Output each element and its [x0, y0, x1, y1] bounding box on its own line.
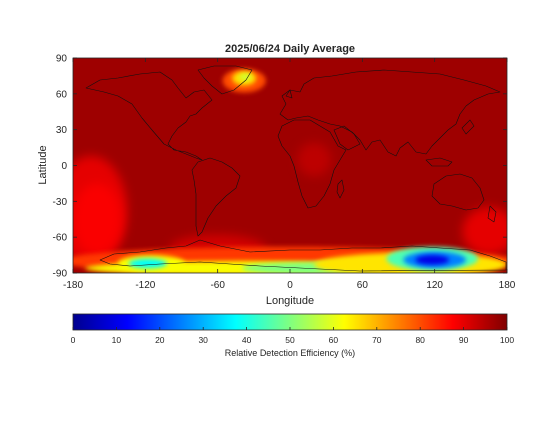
y-tick-label: 30	[56, 125, 68, 136]
x-tick-label: -60	[210, 280, 225, 291]
y-tick-label: 60	[56, 89, 68, 100]
heatmap-feature-16	[239, 73, 252, 81]
colorbar-tick-label: 30	[198, 335, 208, 345]
colorbar-tick-label: 60	[329, 335, 339, 345]
x-tick-label: -180	[63, 280, 83, 291]
colorbar-tick-label: 40	[242, 335, 252, 345]
colorbar-tick-label: 70	[372, 335, 382, 345]
y-tick-label: -30	[53, 197, 68, 208]
x-tick-label: -120	[135, 280, 155, 291]
y-axis-ticks: 90 60 30 0 -30 -60 -90	[53, 54, 507, 280]
colorbar-ticks: 0 10 20 30 40 50 60 70 80 90 100	[71, 327, 514, 345]
colorbar-tick-label: 80	[415, 335, 425, 345]
heatmap-feature-13	[415, 255, 450, 265]
chart-title: 2025/06/24 Daily Average	[225, 43, 355, 55]
coastlines	[85, 65, 507, 272]
heatmap-feature-10	[128, 258, 168, 269]
colorbar-label: Relative Detection Efficiency (%)	[225, 348, 355, 358]
y-axis-label: Latitude	[37, 145, 49, 184]
x-tick-label: 180	[499, 280, 516, 291]
x-tick-label: 60	[357, 280, 369, 291]
y-tick-label: 0	[61, 161, 67, 172]
x-axis-label: Longitude	[266, 295, 314, 307]
heatmap-feature-1	[73, 183, 122, 256]
colorbar-tick-label: 100	[500, 335, 514, 345]
colorbar-tick-label: 90	[459, 335, 469, 345]
heatmap-feature-3	[462, 207, 507, 256]
y-tick-label: -90	[53, 269, 68, 280]
heatmap-feature-4	[297, 142, 331, 177]
colorbar-tick-label: 50	[285, 335, 295, 345]
x-tick-label: 120	[426, 280, 443, 291]
y-tick-label: -60	[53, 233, 68, 244]
heatmap-background	[73, 58, 507, 273]
colorbar-tick-label: 10	[112, 335, 122, 345]
x-tick-label: 0	[287, 280, 293, 291]
colorbar-tick-label: 0	[71, 335, 76, 345]
y-tick-label: 90	[56, 54, 68, 65]
x-axis-ticks: -180 -120 -60 0 60 120 180	[63, 58, 516, 291]
heatmap-plot-area	[73, 58, 507, 273]
colorbar-tick-label: 20	[155, 335, 165, 345]
